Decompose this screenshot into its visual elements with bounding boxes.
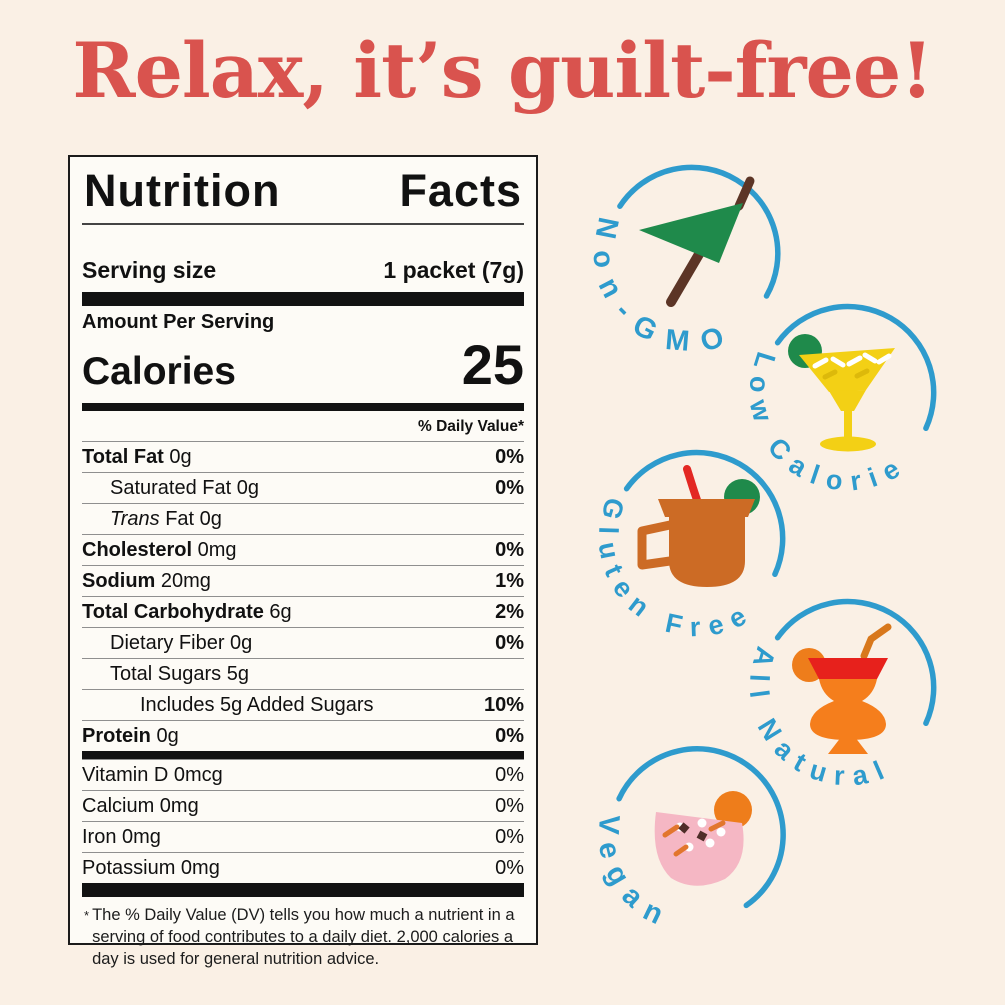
- vitamin-rows: Vitamin D 0mcg 0% Calcium 0mg 0% Iron 0mg 0% P…: [82, 759, 524, 883]
- daily-value: 0%: [495, 764, 524, 786]
- badge-circle-arc: [616, 746, 786, 909]
- badge-vegan: Vegan: [591, 730, 802, 940]
- badge-gluten-free: Gluten Free: [592, 433, 802, 643]
- calories-row: Calories 25: [82, 332, 524, 403]
- daily-value: 0%: [495, 632, 524, 654]
- badge-low-calorie: Low Calorie: [743, 287, 953, 497]
- divider-bar: [82, 292, 524, 306]
- nutrient-row: Dietary Fiber 0g 0%: [82, 627, 524, 658]
- daily-value: 0%: [495, 826, 524, 848]
- footnote: * The % Daily Value (DV) tells you how m…: [82, 897, 524, 970]
- pink-cocktail-icon: [654, 791, 752, 886]
- nutrient-row: Iron 0mg 0%: [82, 821, 524, 852]
- daily-value: 0%: [495, 725, 524, 747]
- daily-value: 1%: [495, 570, 524, 592]
- nutrient-row: Total Carbohydrate 6g 2%: [82, 596, 524, 627]
- nutrient-row: Sodium 20mg 1%: [82, 565, 524, 596]
- daily-value: 0%: [495, 539, 524, 561]
- daily-value: 0%: [495, 857, 524, 879]
- badge-circle-arc: [774, 303, 937, 432]
- nutrition-facts-panel: Nutrition Facts Serving size 1 packet (7…: [68, 155, 538, 968]
- footnote-marker: *: [84, 908, 90, 923]
- calories-label: Calories: [82, 350, 236, 393]
- nutrition-facts-title: Nutrition Facts: [82, 157, 524, 225]
- nutrient-row: Calcium 0mg 0%: [82, 790, 524, 821]
- calories-value: 25: [461, 333, 524, 396]
- nutrient-row: Protein 0g 0%: [82, 720, 524, 751]
- divider-bar: [82, 403, 524, 411]
- amount-per-serving-label: Amount Per Serving: [82, 311, 275, 333]
- nutrient-row: Saturated Fat 0g 0%: [82, 472, 524, 503]
- serving-size-row: Serving size 1 packet (7g): [82, 257, 524, 292]
- divider-bar: [82, 883, 524, 897]
- title-word-nutrition: Nutrition: [84, 165, 281, 216]
- mule-mug-icon: [637, 465, 760, 587]
- daily-value: 10%: [483, 694, 524, 716]
- badge-non-gmo: Non-GMO: [586, 148, 797, 359]
- badge-all-natural: All Natural: [743, 582, 953, 792]
- daily-value: 2%: [495, 601, 524, 623]
- nutrient-row: Total Fat 0g 0%: [82, 441, 524, 472]
- daily-value: 0%: [495, 477, 524, 499]
- margarita-glass-icon: [788, 334, 895, 452]
- divider-bar: [82, 751, 524, 759]
- nutrient-row: Cholesterol 0mg 0%: [82, 534, 524, 565]
- daily-value: 0%: [495, 795, 524, 817]
- nutrient-rows: Total Fat 0g 0% Saturated Fat 0g 0% Trans Fa…: [82, 441, 524, 751]
- daily-value-header: % Daily Value*: [418, 418, 524, 435]
- nutrient-row: Includes 5g Added Sugars 10%: [82, 689, 524, 720]
- serving-size-value: 1 packet (7g): [383, 257, 524, 283]
- badge-circle-arc: [623, 449, 786, 578]
- title-word-facts: Facts: [399, 165, 522, 216]
- nutrient-row: Total Sugars 5g: [82, 658, 524, 689]
- nutrient-row: Trans Fat 0g: [82, 503, 524, 534]
- headline: Relax, it’s guilt-free!: [72, 26, 933, 115]
- badge-circle-arc: [617, 164, 781, 299]
- daily-value: 0%: [495, 446, 524, 468]
- serving-size-label: Serving size: [82, 257, 217, 283]
- footnote-text: The % Daily Value (DV) tells you how muc…: [92, 906, 515, 968]
- cocktail-umbrella-icon: [639, 176, 755, 307]
- badge-circle-arc: [774, 598, 937, 727]
- tropical-drink-icon: [792, 623, 892, 754]
- nutrient-row: Vitamin D 0mcg 0%: [82, 759, 524, 790]
- nutrient-row: Potassium 0mg 0%: [82, 852, 524, 883]
